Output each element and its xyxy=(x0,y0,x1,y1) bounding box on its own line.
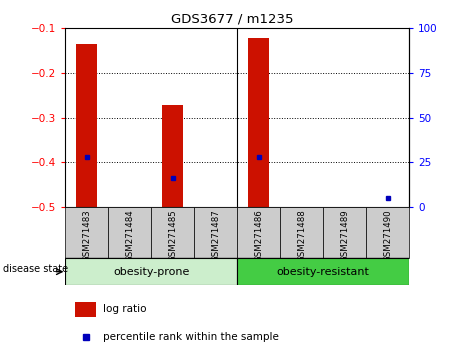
Text: disease state: disease state xyxy=(3,264,68,274)
Bar xyxy=(75,302,96,317)
Bar xyxy=(366,207,409,258)
Text: GSM271483: GSM271483 xyxy=(82,210,91,262)
Text: GSM271486: GSM271486 xyxy=(254,210,263,262)
Bar xyxy=(162,105,183,207)
Bar xyxy=(237,207,280,258)
Bar xyxy=(377,207,399,209)
Bar xyxy=(65,258,237,285)
Bar xyxy=(194,207,237,258)
Text: GSM271487: GSM271487 xyxy=(211,210,220,262)
Bar xyxy=(248,38,269,207)
Text: GSM271490: GSM271490 xyxy=(383,210,392,262)
Text: GSM271488: GSM271488 xyxy=(297,210,306,262)
Text: percentile rank within the sample: percentile rank within the sample xyxy=(103,332,279,342)
Text: GSM271484: GSM271484 xyxy=(125,210,134,262)
Text: GSM271489: GSM271489 xyxy=(340,210,349,262)
Text: obesity-prone: obesity-prone xyxy=(113,267,189,277)
Text: obesity-resistant: obesity-resistant xyxy=(277,267,370,277)
Text: log ratio: log ratio xyxy=(103,304,146,314)
Bar xyxy=(323,207,366,258)
Bar xyxy=(65,207,108,258)
Bar xyxy=(108,207,151,258)
Bar xyxy=(237,258,409,285)
Bar xyxy=(280,207,323,258)
Text: GSM271485: GSM271485 xyxy=(168,210,177,262)
Bar xyxy=(151,207,194,258)
Bar xyxy=(76,44,97,207)
Text: GDS3677 / m1235: GDS3677 / m1235 xyxy=(171,12,294,25)
